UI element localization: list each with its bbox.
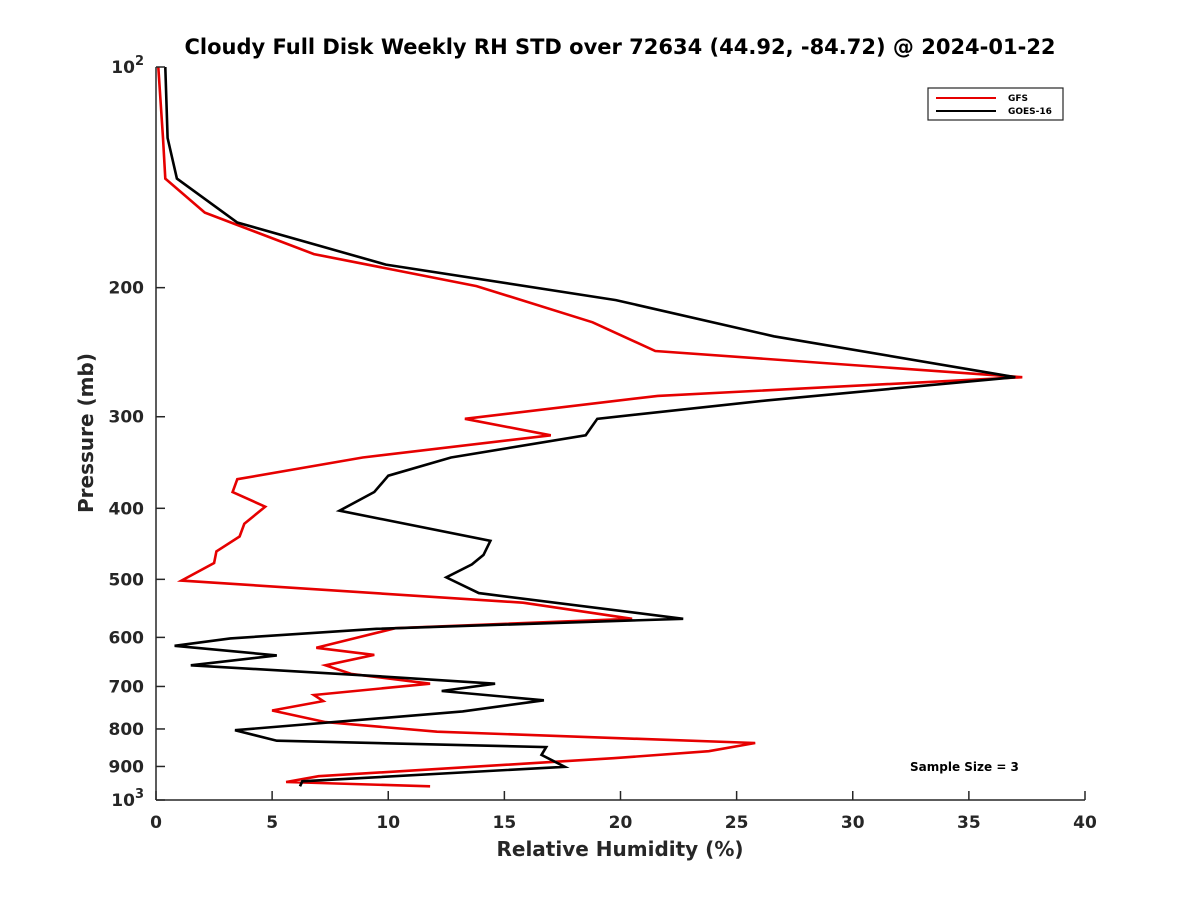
legend-label-gfs: GFS xyxy=(1008,94,1028,104)
y-tick-label: 800 xyxy=(109,720,145,740)
x-tick-label: 40 xyxy=(1073,813,1097,833)
x-axis-label: Relative Humidity (%) xyxy=(496,837,743,861)
y-tick-label: 200 xyxy=(109,279,145,299)
series-line-goes16 xyxy=(164,66,1016,787)
x-tick-label: 10 xyxy=(376,813,400,833)
x-tick-label: 25 xyxy=(725,813,749,833)
y-tick-label: 900 xyxy=(109,757,145,777)
series-line-gfs xyxy=(157,66,1023,788)
sample-size-annotation: Sample Size = 3 xyxy=(910,760,1019,774)
y-axis-ticks: 102 200 300 400 500 600 700 800 900 103 xyxy=(109,54,165,811)
y-tick-label: 700 xyxy=(109,677,145,697)
legend: GFS GOES-16 xyxy=(927,87,1064,121)
chart-title: Cloudy Full Disk Weekly RH STD over 7263… xyxy=(184,35,1055,59)
plot-area xyxy=(156,67,1085,800)
x-tick-label: 0 xyxy=(150,813,162,833)
legend-label-goes16: GOES-16 xyxy=(1008,107,1052,117)
y-tick-label: 300 xyxy=(109,408,145,428)
y-tick-label: 400 xyxy=(109,499,145,519)
y-tick-label: 600 xyxy=(109,628,145,648)
y-tick-label: 103 xyxy=(111,787,144,811)
y-tick-label: 500 xyxy=(109,570,145,590)
y-tick-label: 102 xyxy=(111,54,144,78)
legend-box xyxy=(927,87,1064,121)
y-axis-label: Pressure (mb) xyxy=(74,353,98,513)
x-tick-label: 5 xyxy=(266,813,278,833)
x-tick-label: 15 xyxy=(493,813,517,833)
x-tick-label: 20 xyxy=(609,813,633,833)
x-tick-label: 35 xyxy=(957,813,981,833)
x-tick-label: 30 xyxy=(841,813,865,833)
x-axis-ticks: 0 5 10 15 20 25 30 35 40 xyxy=(150,791,1097,833)
series-layer xyxy=(157,66,1023,788)
